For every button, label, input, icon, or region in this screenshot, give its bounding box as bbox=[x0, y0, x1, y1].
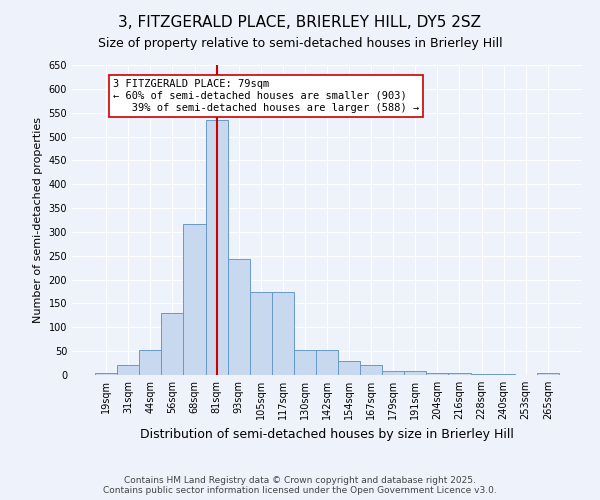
Bar bbox=[272, 292, 294, 375]
Bar bbox=[338, 360, 360, 375]
Bar bbox=[382, 371, 404, 375]
Bar bbox=[206, 120, 227, 375]
Bar bbox=[117, 364, 139, 375]
Bar bbox=[316, 350, 338, 375]
Bar bbox=[250, 292, 272, 375]
Text: 3, FITZGERALD PLACE, BRIERLEY HILL, DY5 2SZ: 3, FITZGERALD PLACE, BRIERLEY HILL, DY5 … bbox=[119, 15, 482, 30]
X-axis label: Distribution of semi-detached houses by size in Brierley Hill: Distribution of semi-detached houses by … bbox=[140, 428, 514, 440]
Text: Contains HM Land Registry data © Crown copyright and database right 2025.
Contai: Contains HM Land Registry data © Crown c… bbox=[103, 476, 497, 495]
Bar bbox=[184, 224, 206, 375]
Bar bbox=[360, 366, 382, 375]
Y-axis label: Number of semi-detached properties: Number of semi-detached properties bbox=[33, 117, 43, 323]
Bar bbox=[537, 372, 559, 375]
Bar bbox=[470, 374, 493, 375]
Bar bbox=[95, 372, 117, 375]
Bar bbox=[427, 372, 448, 375]
Bar bbox=[448, 372, 470, 375]
Text: 3 FITZGERALD PLACE: 79sqm
← 60% of semi-detached houses are smaller (903)
   39%: 3 FITZGERALD PLACE: 79sqm ← 60% of semi-… bbox=[113, 80, 419, 112]
Bar bbox=[139, 350, 161, 375]
Bar bbox=[294, 350, 316, 375]
Bar bbox=[161, 313, 184, 375]
Bar bbox=[493, 374, 515, 375]
Bar bbox=[404, 371, 427, 375]
Text: Size of property relative to semi-detached houses in Brierley Hill: Size of property relative to semi-detach… bbox=[98, 38, 502, 51]
Bar bbox=[227, 259, 250, 375]
